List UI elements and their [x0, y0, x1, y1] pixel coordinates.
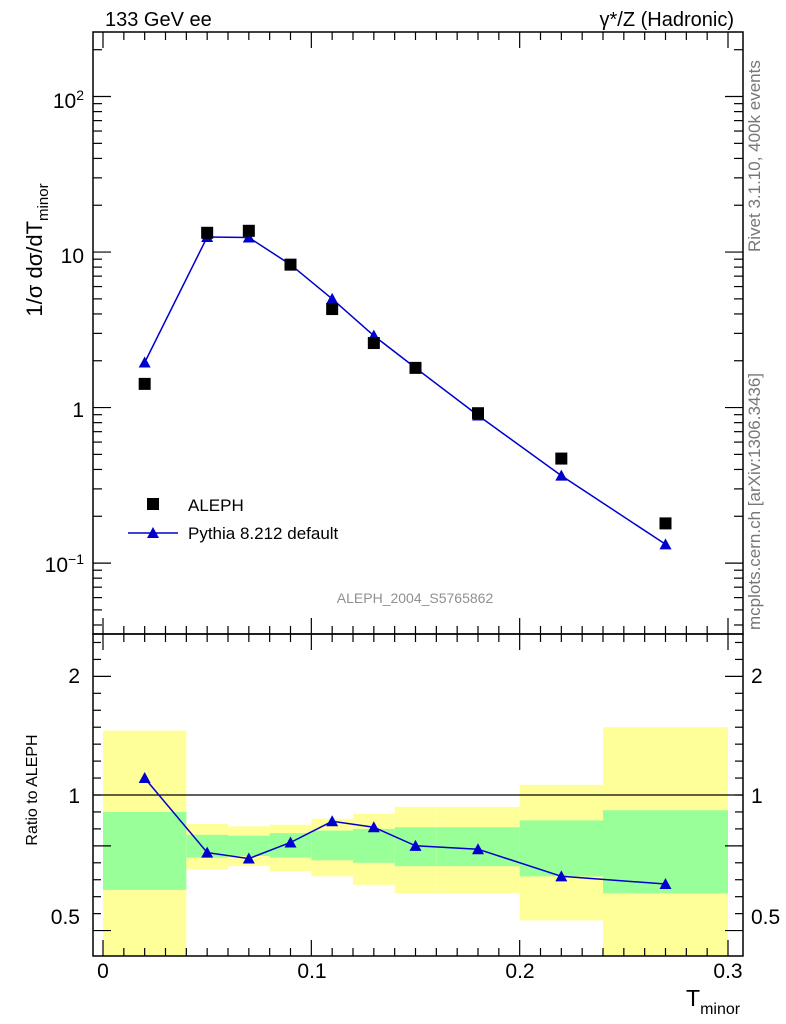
ratio-y-tick-label-2-right: 2: [751, 665, 763, 688]
ratio-tick-labels: 2 1 0.5 2 1 0.5 0 0.1 0.2 0.3: [51, 665, 780, 983]
ratio-panel: 2 1 0.5 2 1 0.5 0 0.1 0.2 0.3 Ratio to A…: [24, 633, 780, 1018]
band-inner: [311, 830, 353, 861]
main-panel-ticks: [93, 32, 743, 634]
ratio-y-axis-label: Ratio to ALEPH: [24, 734, 41, 845]
data-point: [659, 517, 672, 530]
data-point: [367, 337, 380, 350]
ratio-point: [138, 772, 151, 784]
ratio-panel-markers: [138, 772, 672, 889]
rivet-label: Rivet 3.1.10, 400k events: [745, 60, 764, 252]
x-tick-label-01: 0.1: [297, 960, 326, 983]
y-tick-label-ten: 10: [61, 245, 84, 268]
main-panel-frame: [92, 31, 744, 635]
data-point: [284, 258, 297, 271]
ratio-point: [472, 843, 484, 855]
main-panel-markers: [138, 224, 672, 550]
analysis-id: ALEPH_2004_S5765862: [337, 590, 494, 606]
ratio-point: [409, 839, 422, 851]
data-point: [472, 407, 484, 420]
x-axis-label: Tminor: [686, 985, 741, 1018]
data-point: [555, 452, 568, 465]
ratio-point: [201, 846, 214, 858]
ratio-y-tick-label-05-right: 0.5: [751, 906, 780, 929]
data-point: [409, 361, 422, 374]
ratio-point: [242, 852, 255, 864]
main-panel: 102 10 1 10−1 1/σ dσ/dTminor ALEPH Pythi…: [22, 31, 744, 635]
band-inner: [228, 835, 270, 857]
y-tick-label-hundred: 102: [53, 87, 84, 113]
mc-point: [326, 292, 339, 304]
data-point: [201, 226, 214, 239]
ratio-y-tick-label-05-left: 0.5: [51, 906, 80, 929]
ratio-y-tick-label-1-right: 1: [751, 785, 763, 808]
ratio-panel-ticks: [93, 634, 743, 956]
band-inner: [353, 828, 395, 863]
ratio-y-tick-label-2-left: 2: [68, 665, 80, 688]
ratio-y-tick-label-1-left: 1: [68, 785, 80, 808]
mc-point: [555, 469, 568, 481]
ratio-point: [284, 836, 297, 848]
ratio-point: [555, 870, 568, 882]
mc-point: [138, 356, 151, 368]
mc-point: [242, 231, 255, 243]
x-tick-label-02: 0.2: [505, 960, 534, 983]
x-tick-label-0: 0: [97, 960, 109, 983]
legend-label-aleph: ALEPH: [188, 496, 244, 515]
y-tick-label-tenth: 10−1: [45, 551, 85, 577]
ratio-point: [367, 821, 380, 833]
mc-point: [659, 538, 672, 550]
legend-label-pythia: Pythia 8.212 default: [188, 524, 339, 543]
energy-label: 133 GeV ee: [105, 9, 212, 31]
ratio-line: [144, 777, 666, 885]
x-tick-label-03: 0.3: [713, 960, 742, 983]
ratio-point: [326, 815, 339, 827]
process-label: γ*/Z (Hadronic): [599, 9, 734, 31]
band-inner: [519, 820, 603, 877]
data-point: [138, 377, 151, 390]
legend-marker-pythia: [147, 527, 159, 538]
source-label: mcplots.cern.ch [arXiv:1306.3436]: [745, 372, 764, 630]
legend-marker-aleph: [147, 498, 159, 510]
data-point: [326, 303, 339, 316]
y-tick-label-one: 1: [72, 399, 84, 422]
ratio-point: [659, 877, 672, 889]
band-inner: [103, 811, 187, 890]
main-y-axis-label: 1/σ dσ/dTminor: [22, 183, 52, 316]
main-panel-tick-labels: 102 10 1 10−1: [45, 87, 85, 577]
ratio-uncertainty-bands: [103, 727, 728, 956]
legend: ALEPH Pythia 8.212 default: [128, 496, 339, 543]
mc-line: [144, 236, 666, 545]
data-point: [242, 224, 255, 237]
